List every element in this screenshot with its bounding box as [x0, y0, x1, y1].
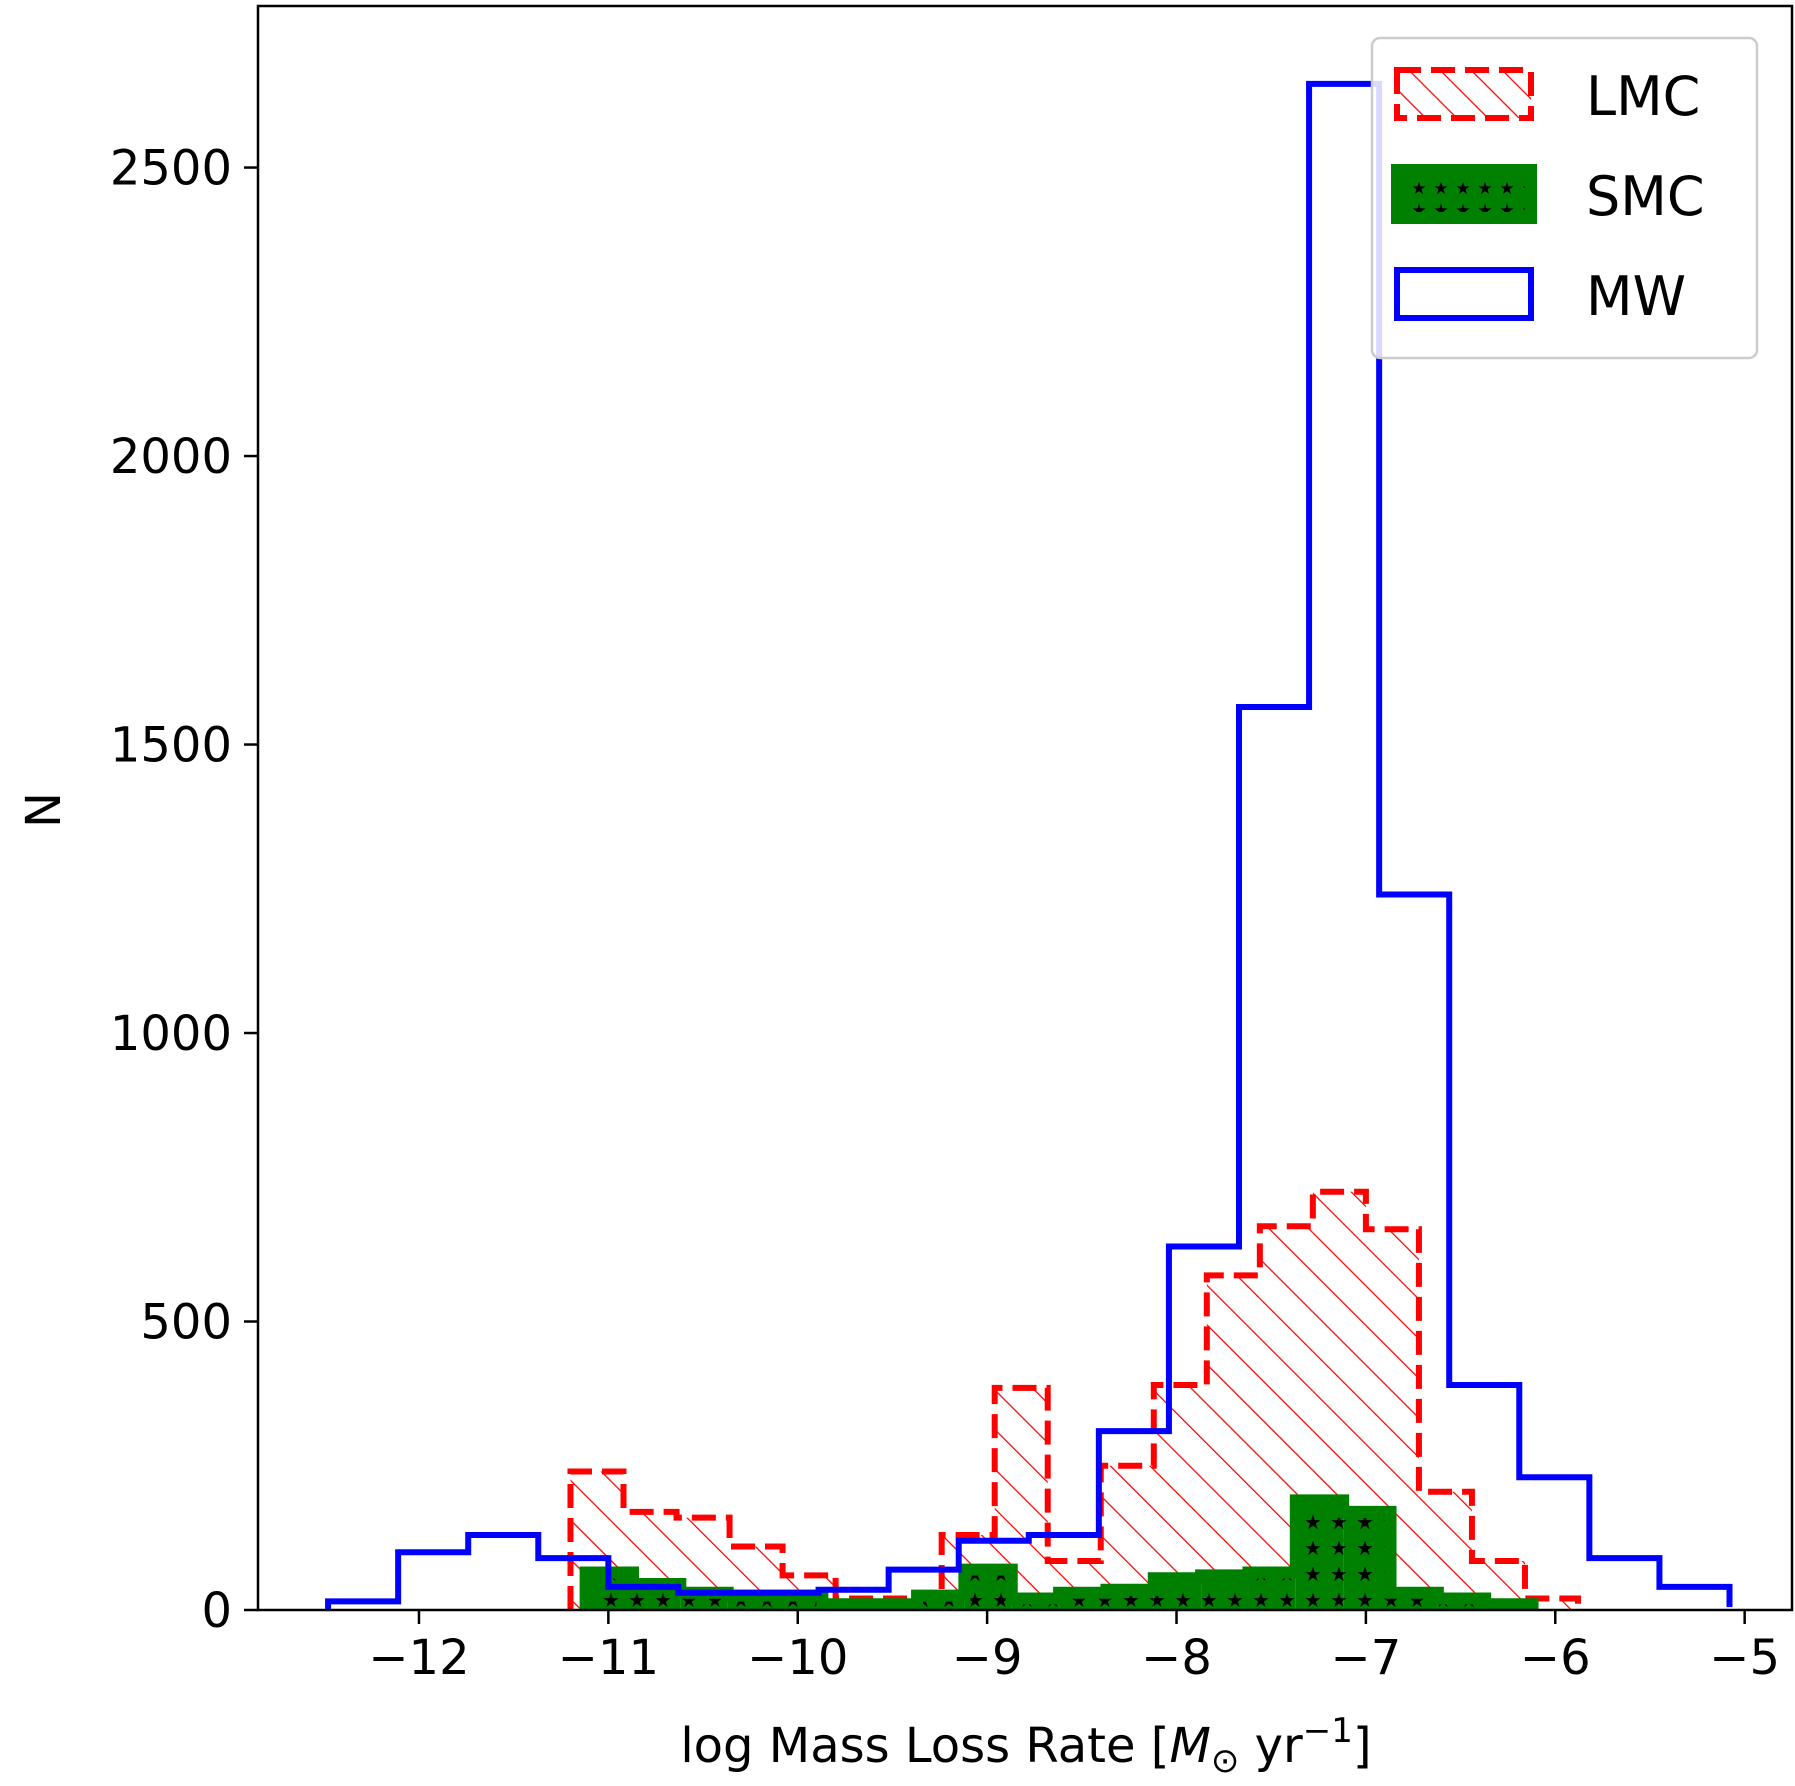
- legend: LMC SMC MW: [1370, 36, 1759, 360]
- axis-ticks: −12 −11 −10 −9 −8 −7 −6 −5 0 500 1000 1500 2000 2500: [110, 141, 1780, 1686]
- y-tick-label: 500: [140, 1295, 232, 1351]
- plot-area-frame: [256, 4, 1794, 1612]
- legend-label-smc: SMC: [1586, 165, 1705, 228]
- lmc-bin-fill: [1206, 1275, 1260, 1610]
- y-tick-label: 2500: [110, 141, 232, 197]
- legend-swatch-mw: [1394, 267, 1534, 321]
- x-axis-label-unit: yr: [1239, 1718, 1303, 1774]
- y-tick-label: 1000: [110, 1006, 232, 1062]
- x-axis-label-exponent: −1: [1303, 1711, 1353, 1751]
- x-axis-label-prefix: log Mass Loss Rate [: [680, 1718, 1169, 1774]
- smc-bin-fill: [964, 1569, 1012, 1610]
- smc-bin-fill: [1295, 1500, 1344, 1610]
- x-tick-label: −8: [1141, 1630, 1212, 1686]
- x-tick-label: −12: [368, 1630, 469, 1686]
- x-tick-label: −11: [558, 1630, 659, 1686]
- series-lmc: [567, 1188, 1581, 1610]
- x-tick-label: −7: [1331, 1630, 1402, 1686]
- y-axis-label: N: [16, 792, 72, 828]
- lmc-histogram-outline: [567, 1188, 1581, 1610]
- mw-histogram-outline: [325, 80, 1733, 1610]
- smc-bin-fill: [1248, 1572, 1296, 1610]
- legend-swatch-lmc: [1394, 67, 1534, 121]
- x-tick-label: −5: [1709, 1630, 1780, 1686]
- series-layer: [325, 80, 1733, 1610]
- y-tick-label: 2000: [110, 429, 232, 485]
- y-tick-label: 0: [201, 1583, 232, 1639]
- series-mw: [325, 80, 1733, 1610]
- legend-label-mw: MW: [1586, 265, 1686, 328]
- legend-swatch-smc: [1391, 164, 1537, 224]
- x-tick-label: −10: [747, 1630, 848, 1686]
- y-tick-label: 1500: [110, 718, 232, 774]
- lmc-bin-fill: [1524, 1598, 1578, 1610]
- x-axis-label-suffix: ]: [1353, 1718, 1372, 1774]
- x-axis-label-symbol: M: [1169, 1718, 1210, 1774]
- x-tick-label: −6: [1520, 1630, 1591, 1686]
- legend-label-lmc: LMC: [1586, 65, 1700, 128]
- x-tick-label: −9: [952, 1630, 1023, 1686]
- smc-bin-fill: [1343, 1511, 1391, 1610]
- x-axis-label: log Mass Loss Rate [M⊙ yr−1]: [680, 1711, 1371, 1781]
- x-axis-label-subscript: ⊙: [1211, 1741, 1240, 1781]
